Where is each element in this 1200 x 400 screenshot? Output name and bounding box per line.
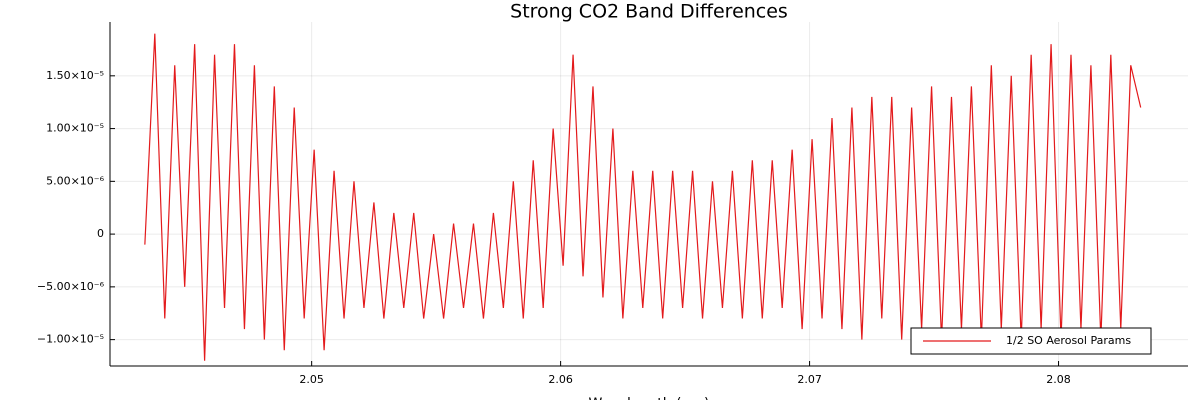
- y-tick-label: 1.50×10⁻⁵: [46, 69, 104, 82]
- y-tick-label: −5.00×10⁻⁶: [37, 280, 105, 293]
- x-tick-label: 2.06: [548, 373, 573, 386]
- y-tick-label: 0: [97, 227, 104, 240]
- x-tick-label: 2.07: [797, 373, 822, 386]
- x-tick-label: 2.08: [1046, 373, 1071, 386]
- x-tick-label: 2.05: [299, 373, 324, 386]
- y-tick-label: −1.00×10⁻⁵: [37, 333, 104, 346]
- y-tick-label: 1.00×10⁻⁵: [46, 122, 104, 135]
- data-line: [144, 33, 1142, 361]
- x-axis-label: Wavelength (μm): [589, 396, 710, 400]
- chart-title: Strong CO2 Band Differences: [510, 1, 788, 23]
- legend-label: 1/2 SO Aerosol Params: [1006, 334, 1131, 347]
- y-tick-label: 5.00×10⁻⁶: [46, 174, 105, 187]
